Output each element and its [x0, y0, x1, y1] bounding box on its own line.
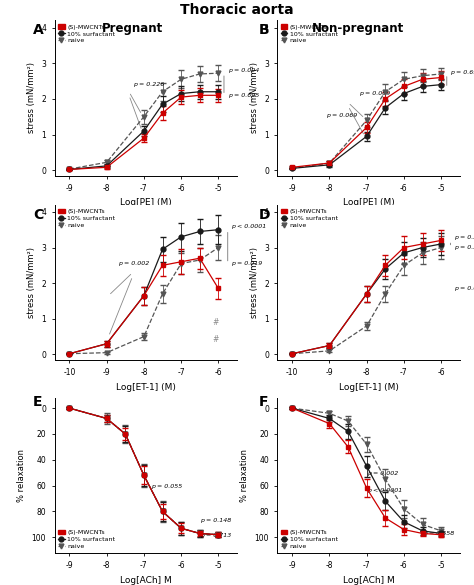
Text: p < 0.0001: p < 0.0001 — [367, 488, 402, 493]
X-axis label: Log[ET-1] (M): Log[ET-1] (M) — [116, 383, 176, 392]
Text: p = 0.069: p = 0.069 — [326, 113, 357, 118]
Y-axis label: % relaxation: % relaxation — [17, 449, 26, 502]
Text: p = 0.148: p = 0.148 — [200, 518, 231, 523]
X-axis label: Log[ACh] M: Log[ACh] M — [120, 576, 172, 585]
Text: #: # — [213, 335, 219, 344]
Text: D: D — [258, 208, 270, 222]
X-axis label: Log[PE] (M): Log[PE] (M) — [120, 198, 172, 208]
Text: B: B — [258, 23, 269, 37]
Text: Pregnant: Pregnant — [102, 22, 164, 35]
Legend: (S)-MWCNTs, 10% surfactant, naive: (S)-MWCNTs, 10% surfactant, naive — [56, 527, 118, 552]
Text: p = 0.002: p = 0.002 — [367, 472, 398, 476]
Y-axis label: stress (mN/mm²): stress (mN/mm²) — [27, 247, 36, 318]
Text: p = 0.658: p = 0.658 — [422, 531, 454, 536]
Text: C: C — [33, 208, 44, 222]
Text: p = 0.055: p = 0.055 — [151, 484, 182, 489]
Text: p = 0.328: p = 0.328 — [454, 235, 474, 240]
Legend: (S)-MWCNTs, 10% surfactant, naive: (S)-MWCNTs, 10% surfactant, naive — [56, 206, 118, 230]
Legend: (S)-MWCNTs, 10% surfactant, naive: (S)-MWCNTs, 10% surfactant, naive — [279, 22, 340, 46]
Y-axis label: stress (mN/mm²): stress (mN/mm²) — [249, 247, 258, 318]
X-axis label: Log[ET-1] (M): Log[ET-1] (M) — [338, 383, 399, 392]
X-axis label: Log[ACh] M: Log[ACh] M — [343, 576, 394, 585]
Y-axis label: % relaxation: % relaxation — [240, 449, 249, 502]
Y-axis label: stress (mN/mm²): stress (mN/mm²) — [249, 63, 258, 133]
Text: p < 0.0001: p < 0.0001 — [231, 224, 267, 229]
Legend: (S)-MWCNTs, 10% surfactant, naive: (S)-MWCNTs, 10% surfactant, naive — [279, 206, 340, 230]
Text: p = 0.226: p = 0.226 — [133, 82, 164, 87]
Text: p = 0.695: p = 0.695 — [450, 70, 474, 75]
Legend: (S)-MWCNTs, 10% surfactant, naive: (S)-MWCNTs, 10% surfactant, naive — [56, 22, 118, 46]
X-axis label: Log[PE] (M): Log[PE] (M) — [343, 198, 394, 208]
Text: p = 0.004: p = 0.004 — [228, 68, 259, 73]
Text: #: # — [213, 318, 219, 327]
Text: p = 0.002: p = 0.002 — [118, 261, 149, 266]
Text: p = 0.713: p = 0.713 — [200, 534, 231, 538]
Text: p = 0.681: p = 0.681 — [454, 286, 474, 291]
Text: Thoracic aorta: Thoracic aorta — [180, 3, 294, 17]
Text: p = 0.089: p = 0.089 — [359, 91, 391, 97]
Text: A: A — [33, 23, 44, 37]
Text: p = 0.019: p = 0.019 — [231, 261, 263, 266]
Text: p = 0.346: p = 0.346 — [454, 245, 474, 250]
Text: Non-pregnant: Non-pregnant — [312, 22, 404, 35]
Text: E: E — [33, 395, 43, 409]
Text: F: F — [258, 395, 268, 409]
Y-axis label: stress (mN/mm²): stress (mN/mm²) — [27, 63, 36, 133]
Text: p = 0.695: p = 0.695 — [228, 93, 259, 98]
Legend: (S)-MWCNTs, 10% surfactant, naive: (S)-MWCNTs, 10% surfactant, naive — [279, 527, 340, 552]
